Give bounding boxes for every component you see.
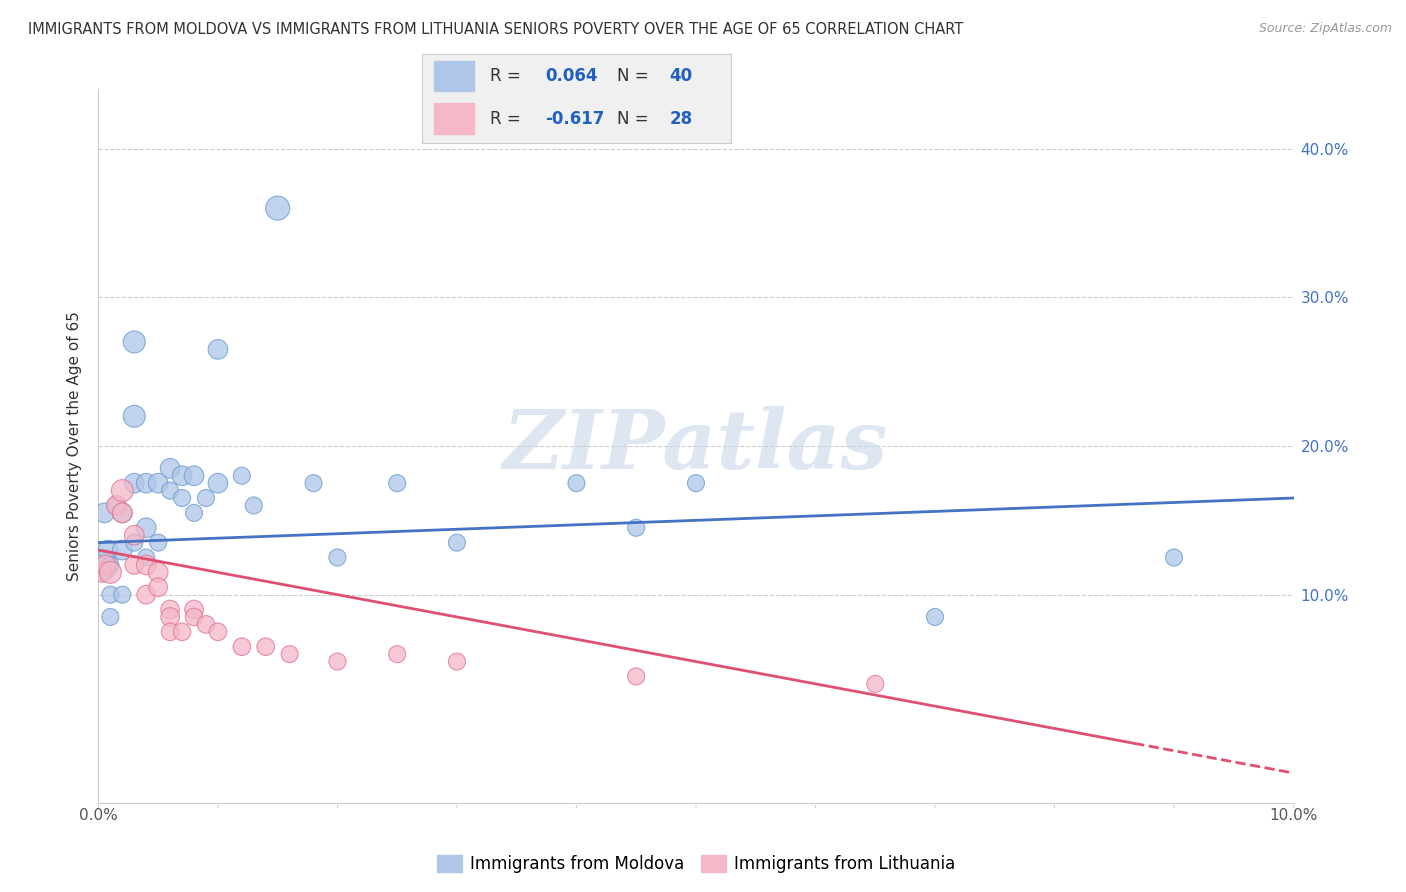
- Point: [446, 535, 468, 549]
- Point: [135, 588, 157, 602]
- Text: IMMIGRANTS FROM MOLDOVA VS IMMIGRANTS FROM LITHUANIA SENIORS POVERTY OVER THE AG: IMMIGRANTS FROM MOLDOVA VS IMMIGRANTS FR…: [28, 22, 963, 37]
- Point: [100, 558, 122, 572]
- Point: [159, 483, 181, 498]
- Point: [565, 476, 588, 491]
- Point: [100, 566, 122, 580]
- Point: [267, 201, 290, 215]
- Point: [124, 535, 146, 549]
- Text: Source: ZipAtlas.com: Source: ZipAtlas.com: [1258, 22, 1392, 36]
- Point: [94, 558, 117, 572]
- Point: [148, 580, 170, 594]
- Text: ZIPatlas: ZIPatlas: [503, 406, 889, 486]
- Point: [172, 491, 194, 505]
- Text: 28: 28: [669, 110, 692, 128]
- Point: [148, 476, 170, 491]
- Point: [626, 521, 648, 535]
- Point: [1163, 550, 1185, 565]
- Point: [685, 476, 707, 491]
- Point: [385, 476, 409, 491]
- Bar: [434, 103, 474, 134]
- Point: [93, 506, 115, 520]
- Point: [207, 624, 229, 639]
- Text: N =: N =: [617, 110, 654, 128]
- Point: [124, 476, 146, 491]
- Point: [231, 468, 253, 483]
- Point: [111, 483, 134, 498]
- Point: [243, 499, 266, 513]
- Point: [172, 468, 194, 483]
- Point: [207, 476, 229, 491]
- Point: [91, 566, 114, 580]
- Point: [924, 610, 946, 624]
- Point: [97, 543, 120, 558]
- Point: [124, 558, 146, 572]
- Point: [124, 334, 146, 349]
- Point: [100, 610, 122, 624]
- Point: [111, 543, 134, 558]
- Point: [91, 558, 114, 572]
- Point: [135, 550, 157, 565]
- Point: [183, 468, 205, 483]
- Point: [446, 655, 468, 669]
- Point: [135, 521, 157, 535]
- Point: [111, 506, 134, 520]
- Point: [159, 610, 181, 624]
- Point: [159, 624, 181, 639]
- Point: [326, 655, 349, 669]
- Text: N =: N =: [617, 67, 654, 85]
- Point: [135, 476, 157, 491]
- Point: [124, 409, 146, 424]
- Point: [326, 550, 349, 565]
- Point: [254, 640, 277, 654]
- Text: -0.617: -0.617: [546, 110, 605, 128]
- Point: [111, 588, 134, 602]
- Point: [302, 476, 325, 491]
- Point: [278, 647, 301, 661]
- Legend: Immigrants from Moldova, Immigrants from Lithuania: Immigrants from Moldova, Immigrants from…: [430, 848, 962, 880]
- Point: [865, 677, 887, 691]
- Text: R =: R =: [489, 110, 526, 128]
- Point: [231, 640, 253, 654]
- Point: [172, 624, 194, 639]
- Point: [148, 535, 170, 549]
- Point: [159, 602, 181, 616]
- Point: [135, 558, 157, 572]
- Point: [626, 669, 648, 683]
- Point: [385, 647, 409, 661]
- Y-axis label: Seniors Poverty Over the Age of 65: Seniors Poverty Over the Age of 65: [67, 311, 83, 581]
- Point: [207, 343, 229, 357]
- Point: [124, 528, 146, 542]
- Point: [183, 610, 205, 624]
- Text: R =: R =: [489, 67, 526, 85]
- Bar: [434, 61, 474, 91]
- Point: [195, 617, 218, 632]
- Point: [183, 602, 205, 616]
- Text: 0.064: 0.064: [546, 67, 598, 85]
- Text: 40: 40: [669, 67, 692, 85]
- Point: [195, 491, 218, 505]
- Point: [111, 506, 134, 520]
- Point: [183, 506, 205, 520]
- Point: [159, 461, 181, 475]
- Point: [100, 588, 122, 602]
- Point: [105, 499, 128, 513]
- Point: [105, 499, 128, 513]
- Point: [148, 566, 170, 580]
